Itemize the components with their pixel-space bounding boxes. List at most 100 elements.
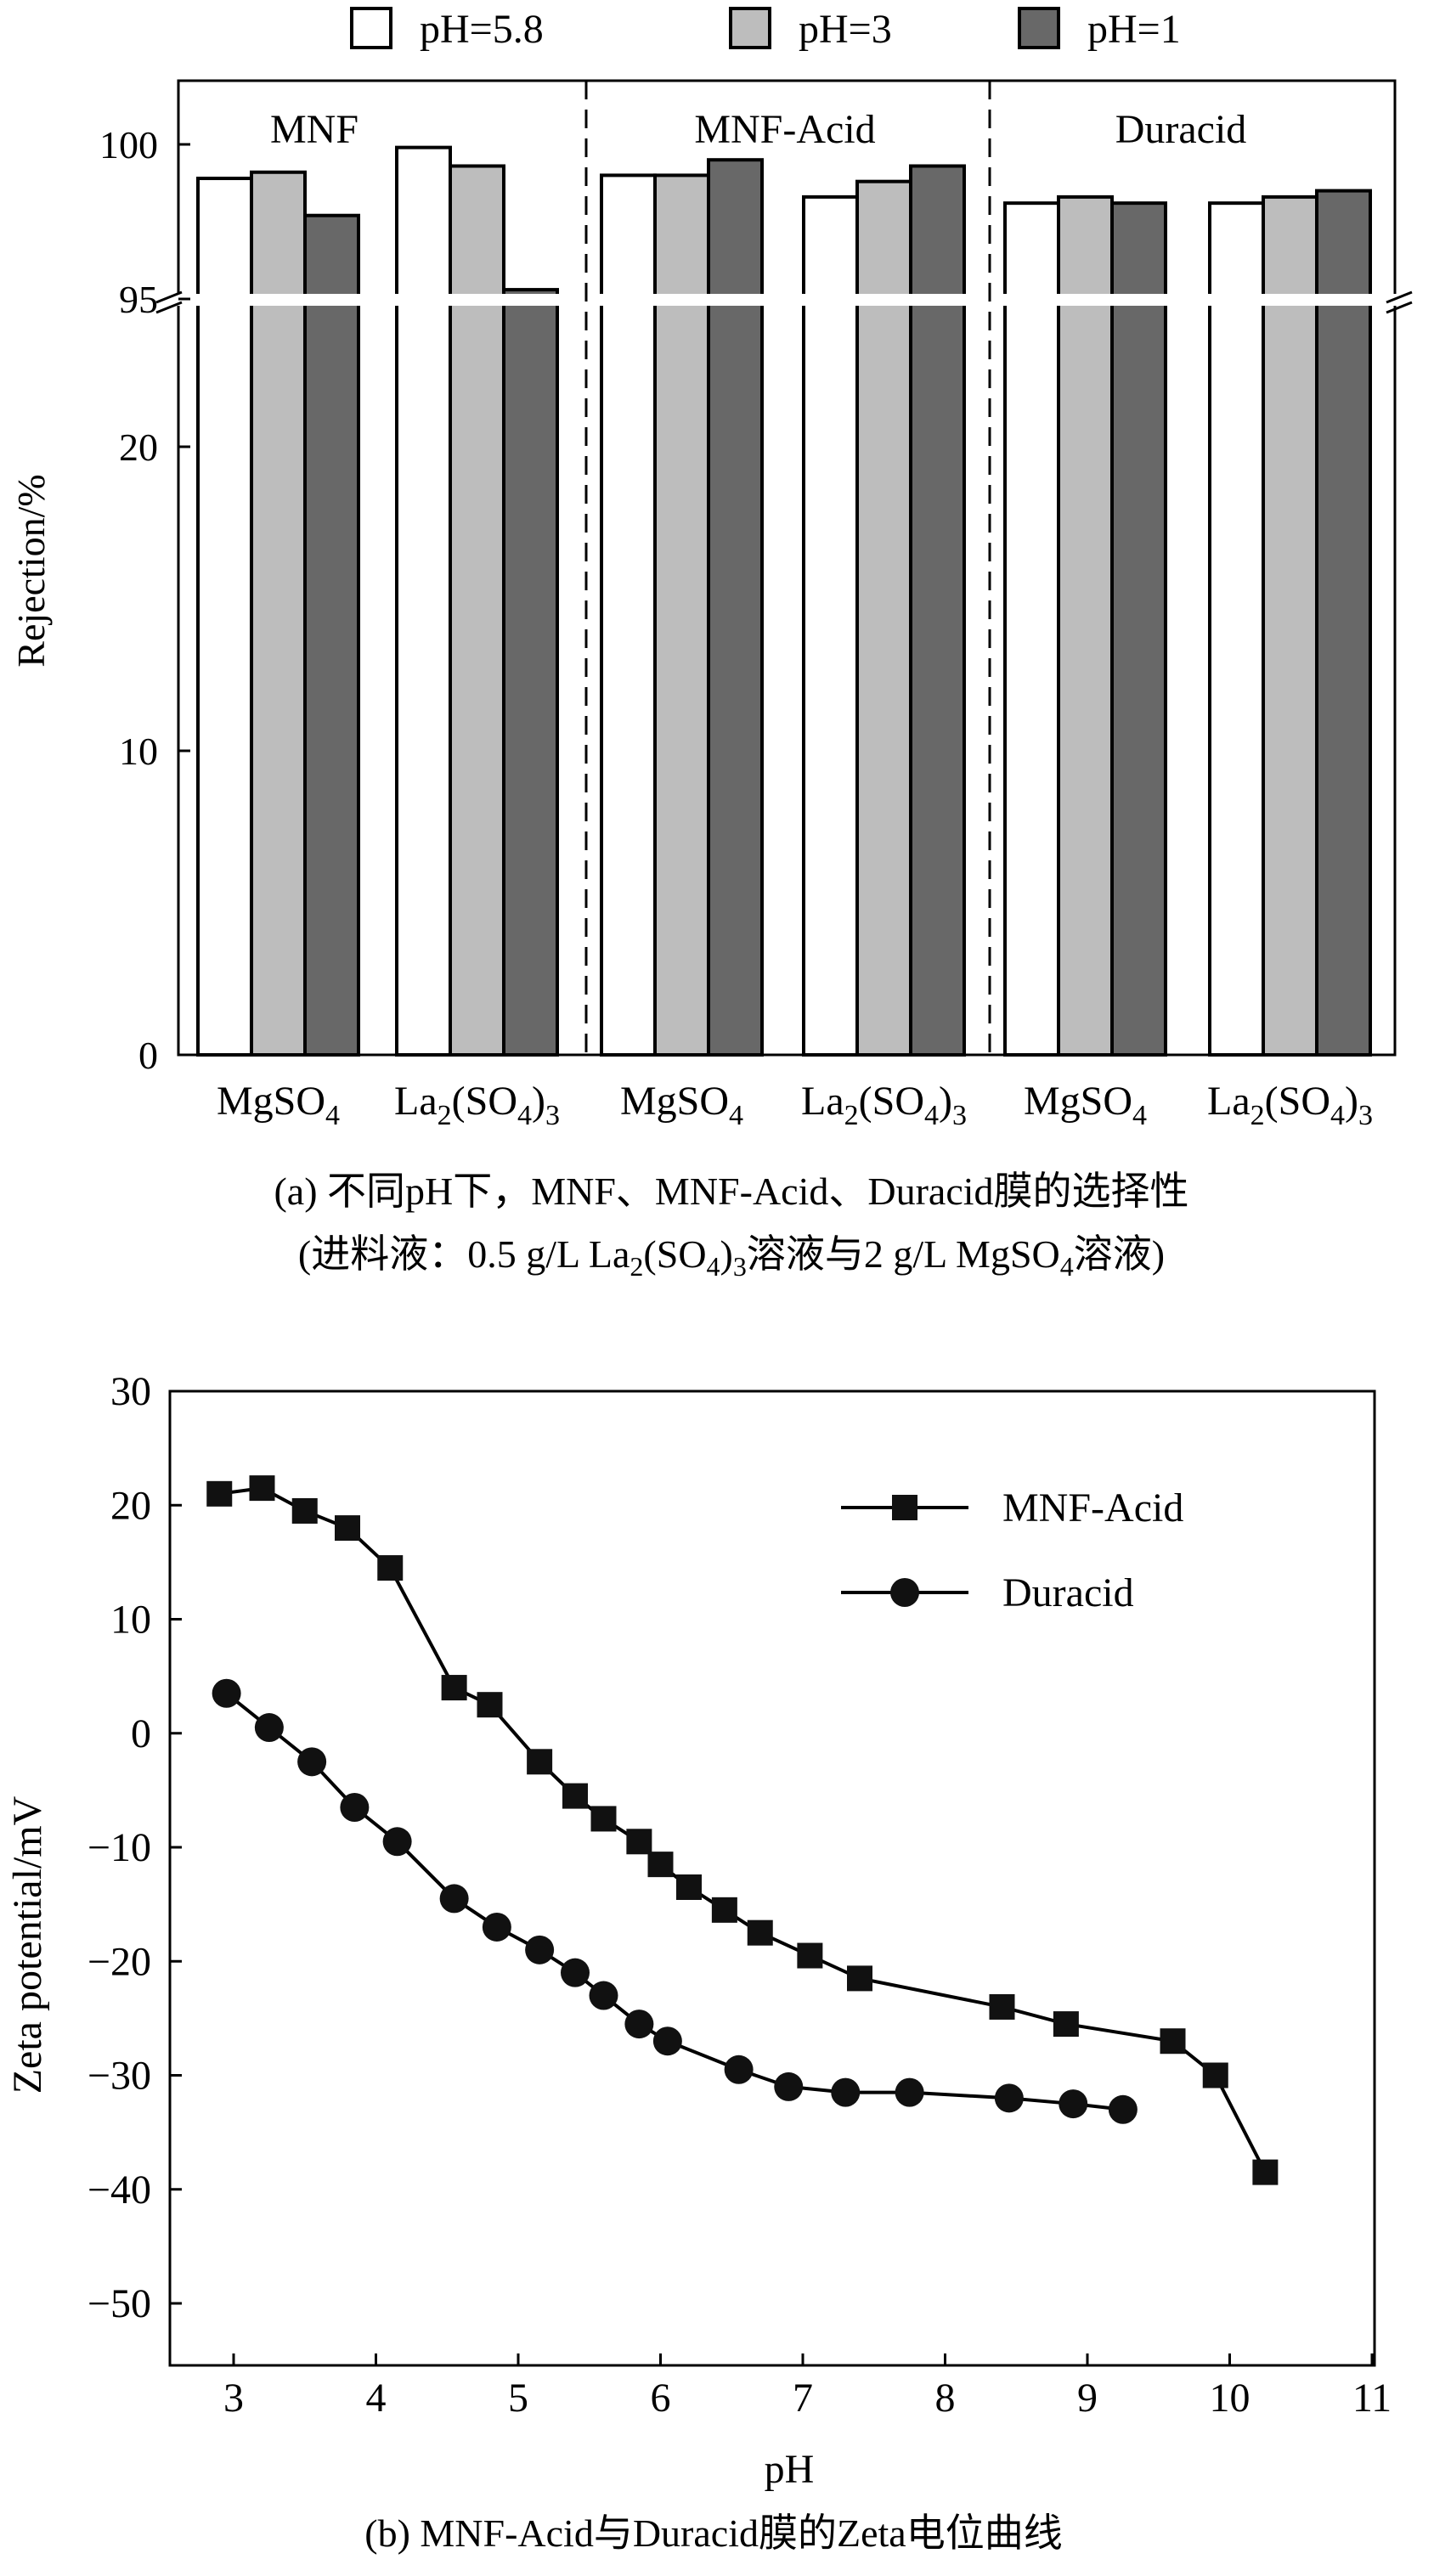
data-point-duracid [624, 2010, 654, 2039]
bar-mnf-mgso4-pH=5.8 [196, 177, 253, 1057]
x-tick-label: 8 [935, 2376, 956, 2421]
x-tick-label: 3 [223, 2376, 244, 2421]
data-point-mnf-acid [676, 1874, 702, 1900]
legend-swatch-pH=5.8 [350, 7, 392, 49]
data-point-mnf-acid [1160, 2028, 1186, 2055]
y-tick-label: 0 [131, 1711, 151, 1756]
y-tick-label: 100 [99, 123, 158, 166]
group-labels: MNF MNF-Acid Duracid [270, 107, 1246, 152]
data-point-mnf-acid [206, 1480, 233, 1507]
y-tick-label: −20 [88, 1939, 151, 1984]
bar-mnf-mgso4-pH=1 [303, 213, 360, 1057]
bar-mnf-acid-la2so43-pH=1 [909, 164, 966, 1057]
bar-mnf-mgso4-pH=3 [250, 170, 307, 1057]
bar-duracid-mgso4-pH=1 [1110, 201, 1167, 1057]
axis-break-mark [155, 290, 183, 304]
x-axis-label: pH [765, 2447, 815, 2492]
x-tick-label: 9 [1077, 2376, 1098, 2421]
data-point-mnf-acid [291, 1497, 318, 1524]
data-point-mnf-acid [1053, 2011, 1079, 2038]
data-point-mnf-acid [377, 1555, 404, 1581]
y-tick-label: −40 [88, 2167, 151, 2212]
legend: pH=5.8 pH=3 pH=1 [350, 7, 1181, 52]
bar-mnf-acid-la2so43-pH=3 [855, 179, 912, 1057]
data-point-duracid [831, 2077, 861, 2107]
data-point-mnf-acid [1252, 2159, 1279, 2185]
axis-break-mark [1386, 301, 1413, 314]
data-point-duracid [994, 2083, 1024, 2113]
bar-mnf-acid-mgso4-pH=5.8 [600, 173, 657, 1057]
legend-label: Duracid [1002, 1570, 1134, 1615]
data-point-mnf-acid [1202, 2062, 1228, 2088]
data-point-duracid [439, 1884, 469, 1914]
bar-mnf-acid-mgso4-pH=3 [653, 173, 710, 1057]
bar-duracid-mgso4-pH=5.8 [1003, 201, 1060, 1057]
data-point-duracid [589, 1981, 618, 2010]
data-point-duracid [382, 1827, 412, 1857]
y-tick-label: −50 [88, 2281, 151, 2326]
data-point-mnf-acid [249, 1475, 275, 1502]
data-point-duracid [561, 1958, 590, 1987]
plot-frame [155, 79, 1413, 1057]
bar-mnf-la2so43-pH=3 [449, 164, 505, 1057]
data-point-duracid [774, 2072, 804, 2101]
axis-break-mark [1386, 290, 1413, 304]
group-label-duracid: Duracid [1115, 107, 1247, 152]
panel-a-caption: (a) 不同pH下，MNF、MNF-Acid、Duracid膜的选择性 [274, 1170, 1188, 1213]
zeta-potential-line-chart: 3 4 5 6 7 8 9 10 11 −50 −40 −30 −20 −10 0 10 20 30 MNF-Ac… [5, 1369, 1392, 2555]
data-point-mnf-acid [847, 1965, 872, 1992]
category-label: MgSO4 [1024, 1079, 1147, 1131]
data-point-mnf-acid [989, 1993, 1015, 2020]
data-point-mnf-acid [335, 1515, 360, 1542]
y-tick-label: 30 [110, 1369, 151, 1414]
rejection-bar-chart: pH=5.8 pH=3 pH=1 0 10 20 95 100 MNF MNF-Acid Dur… [9, 7, 1413, 1282]
data-point-duracid [212, 1678, 241, 1708]
category-label: MgSO4 [217, 1079, 340, 1131]
y-tick-label: 0 [138, 1034, 158, 1077]
axis-break-band [161, 294, 1412, 306]
y-tick-label: −30 [88, 2054, 151, 2099]
data-point-mnf-acid [590, 1806, 617, 1832]
category-label: La2(SO4)3 [1207, 1079, 1373, 1131]
data-point-mnf-acid [711, 1897, 737, 1923]
y-axis: 0 10 20 95 100 [99, 123, 190, 1077]
bar-duracid-la2so43-pH=3 [1262, 194, 1318, 1057]
data-point-duracid [254, 1713, 284, 1743]
y-tick-label: −10 [88, 1825, 151, 1870]
bar-mnf-acid-la2so43-pH=5.8 [802, 194, 859, 1057]
legend-label: pH=1 [1087, 7, 1181, 52]
data-point-mnf-acid [477, 1692, 503, 1718]
series [206, 1475, 1279, 2185]
axes-box [168, 1389, 1376, 2367]
data-point-duracid [340, 1793, 370, 1823]
data-point-duracid [1059, 2089, 1088, 2119]
legend-swatch-pH=1 [1018, 7, 1060, 49]
legend-label: MNF-Acid [1002, 1485, 1183, 1530]
data-point-duracid [652, 2026, 682, 2056]
group-label-mnf: MNF [270, 107, 358, 152]
plot-frame [168, 1389, 1376, 2367]
bars [196, 145, 1372, 1057]
legend-label: pH=5.8 [420, 7, 544, 52]
x-tick-label: 4 [366, 2376, 387, 2421]
data-point-mnf-acid [562, 1783, 588, 1809]
data-point-mnf-acid [626, 1829, 652, 1855]
legend-label: pH=3 [799, 7, 892, 52]
axis-break-mark [155, 301, 183, 314]
category-label: MgSO4 [620, 1079, 743, 1131]
category-labels: MgSO4 La2(SO4)3 MgSO4 La2(SO4)3 MgSO4 La2(SO4… [217, 1079, 1373, 1131]
bar-duracid-mgso4-pH=3 [1057, 194, 1114, 1057]
data-point-duracid [482, 1912, 511, 1942]
y-tick-label: 95 [119, 278, 158, 321]
bar-duracid-la2so43-pH=5.8 [1208, 201, 1265, 1057]
bar-mnf-la2so43-pH=5.8 [395, 145, 452, 1057]
x-tick-label: 5 [508, 2376, 528, 2421]
x-tick-label: 6 [651, 2376, 671, 2421]
y-tick-label: 10 [119, 730, 158, 773]
group-label-mnf-acid: MNF-Acid [694, 107, 875, 152]
axes-box [177, 79, 1397, 1057]
legend-swatch-pH=3 [729, 7, 771, 49]
data-point-duracid [1108, 2094, 1138, 2124]
data-point-mnf-acid [747, 1919, 773, 1946]
